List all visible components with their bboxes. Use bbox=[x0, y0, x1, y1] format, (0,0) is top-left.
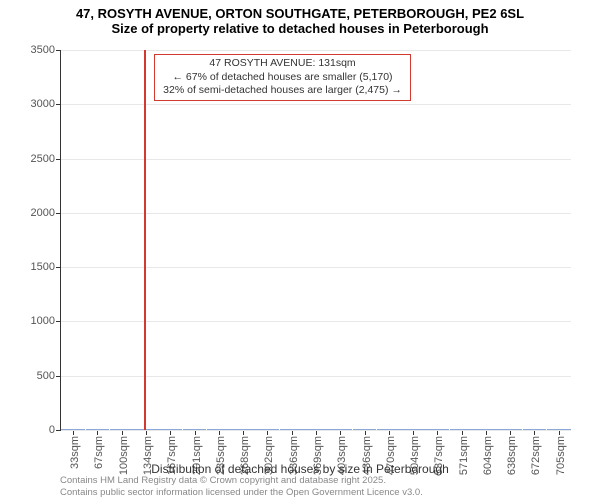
gridline bbox=[61, 213, 571, 214]
gridline bbox=[61, 267, 571, 268]
attribution-line2: Contains public sector information licen… bbox=[60, 487, 423, 498]
ytick-mark bbox=[56, 321, 61, 322]
ytick-label: 500 bbox=[37, 370, 55, 382]
title-block: 47, ROSYTH AVENUE, ORTON SOUTHGATE, PETE… bbox=[0, 0, 600, 36]
ytick-mark bbox=[56, 104, 61, 105]
title-line2: Size of property relative to detached ho… bbox=[0, 21, 600, 36]
gridline bbox=[61, 50, 571, 51]
ytick-label: 2000 bbox=[31, 207, 55, 219]
gridline bbox=[61, 104, 571, 105]
x-axis-label: Distribution of detached houses by size … bbox=[0, 462, 600, 476]
plot-area: 33sqm67sqm100sqm134sqm167sqm201sqm235sqm… bbox=[60, 50, 571, 431]
gridline bbox=[61, 159, 571, 160]
gridline bbox=[61, 430, 571, 431]
ytick-mark bbox=[56, 213, 61, 214]
ytick-mark bbox=[56, 50, 61, 51]
chart-container: 47, ROSYTH AVENUE, ORTON SOUTHGATE, PETE… bbox=[0, 0, 600, 500]
attribution: Contains HM Land Registry data © Crown c… bbox=[60, 475, 423, 498]
ytick-label: 3500 bbox=[31, 44, 55, 56]
ytick-label: 0 bbox=[49, 424, 55, 436]
ytick-mark bbox=[56, 159, 61, 160]
ytick-label: 2500 bbox=[31, 153, 55, 165]
attribution-line1: Contains HM Land Registry data © Crown c… bbox=[60, 475, 423, 486]
annotation-line2: ← 67% of detached houses are smaller (5,… bbox=[163, 71, 402, 85]
property-marker-line bbox=[144, 50, 146, 430]
annotation-line3: 32% of semi-detached houses are larger (… bbox=[163, 84, 402, 98]
title-line1: 47, ROSYTH AVENUE, ORTON SOUTHGATE, PETE… bbox=[0, 6, 600, 21]
annotation-box: 47 ROSYTH AVENUE: 131sqm ← 67% of detach… bbox=[154, 54, 411, 101]
bars-group: 33sqm67sqm100sqm134sqm167sqm201sqm235sqm… bbox=[61, 50, 571, 430]
annotation-line1: 47 ROSYTH AVENUE: 131sqm bbox=[163, 57, 402, 71]
gridline bbox=[61, 321, 571, 322]
ytick-mark bbox=[56, 430, 61, 431]
ytick-label: 3000 bbox=[31, 98, 55, 110]
gridline bbox=[61, 376, 571, 377]
ytick-label: 1500 bbox=[31, 261, 55, 273]
ytick-label: 1000 bbox=[31, 315, 55, 327]
ytick-mark bbox=[56, 376, 61, 377]
ytick-mark bbox=[56, 267, 61, 268]
